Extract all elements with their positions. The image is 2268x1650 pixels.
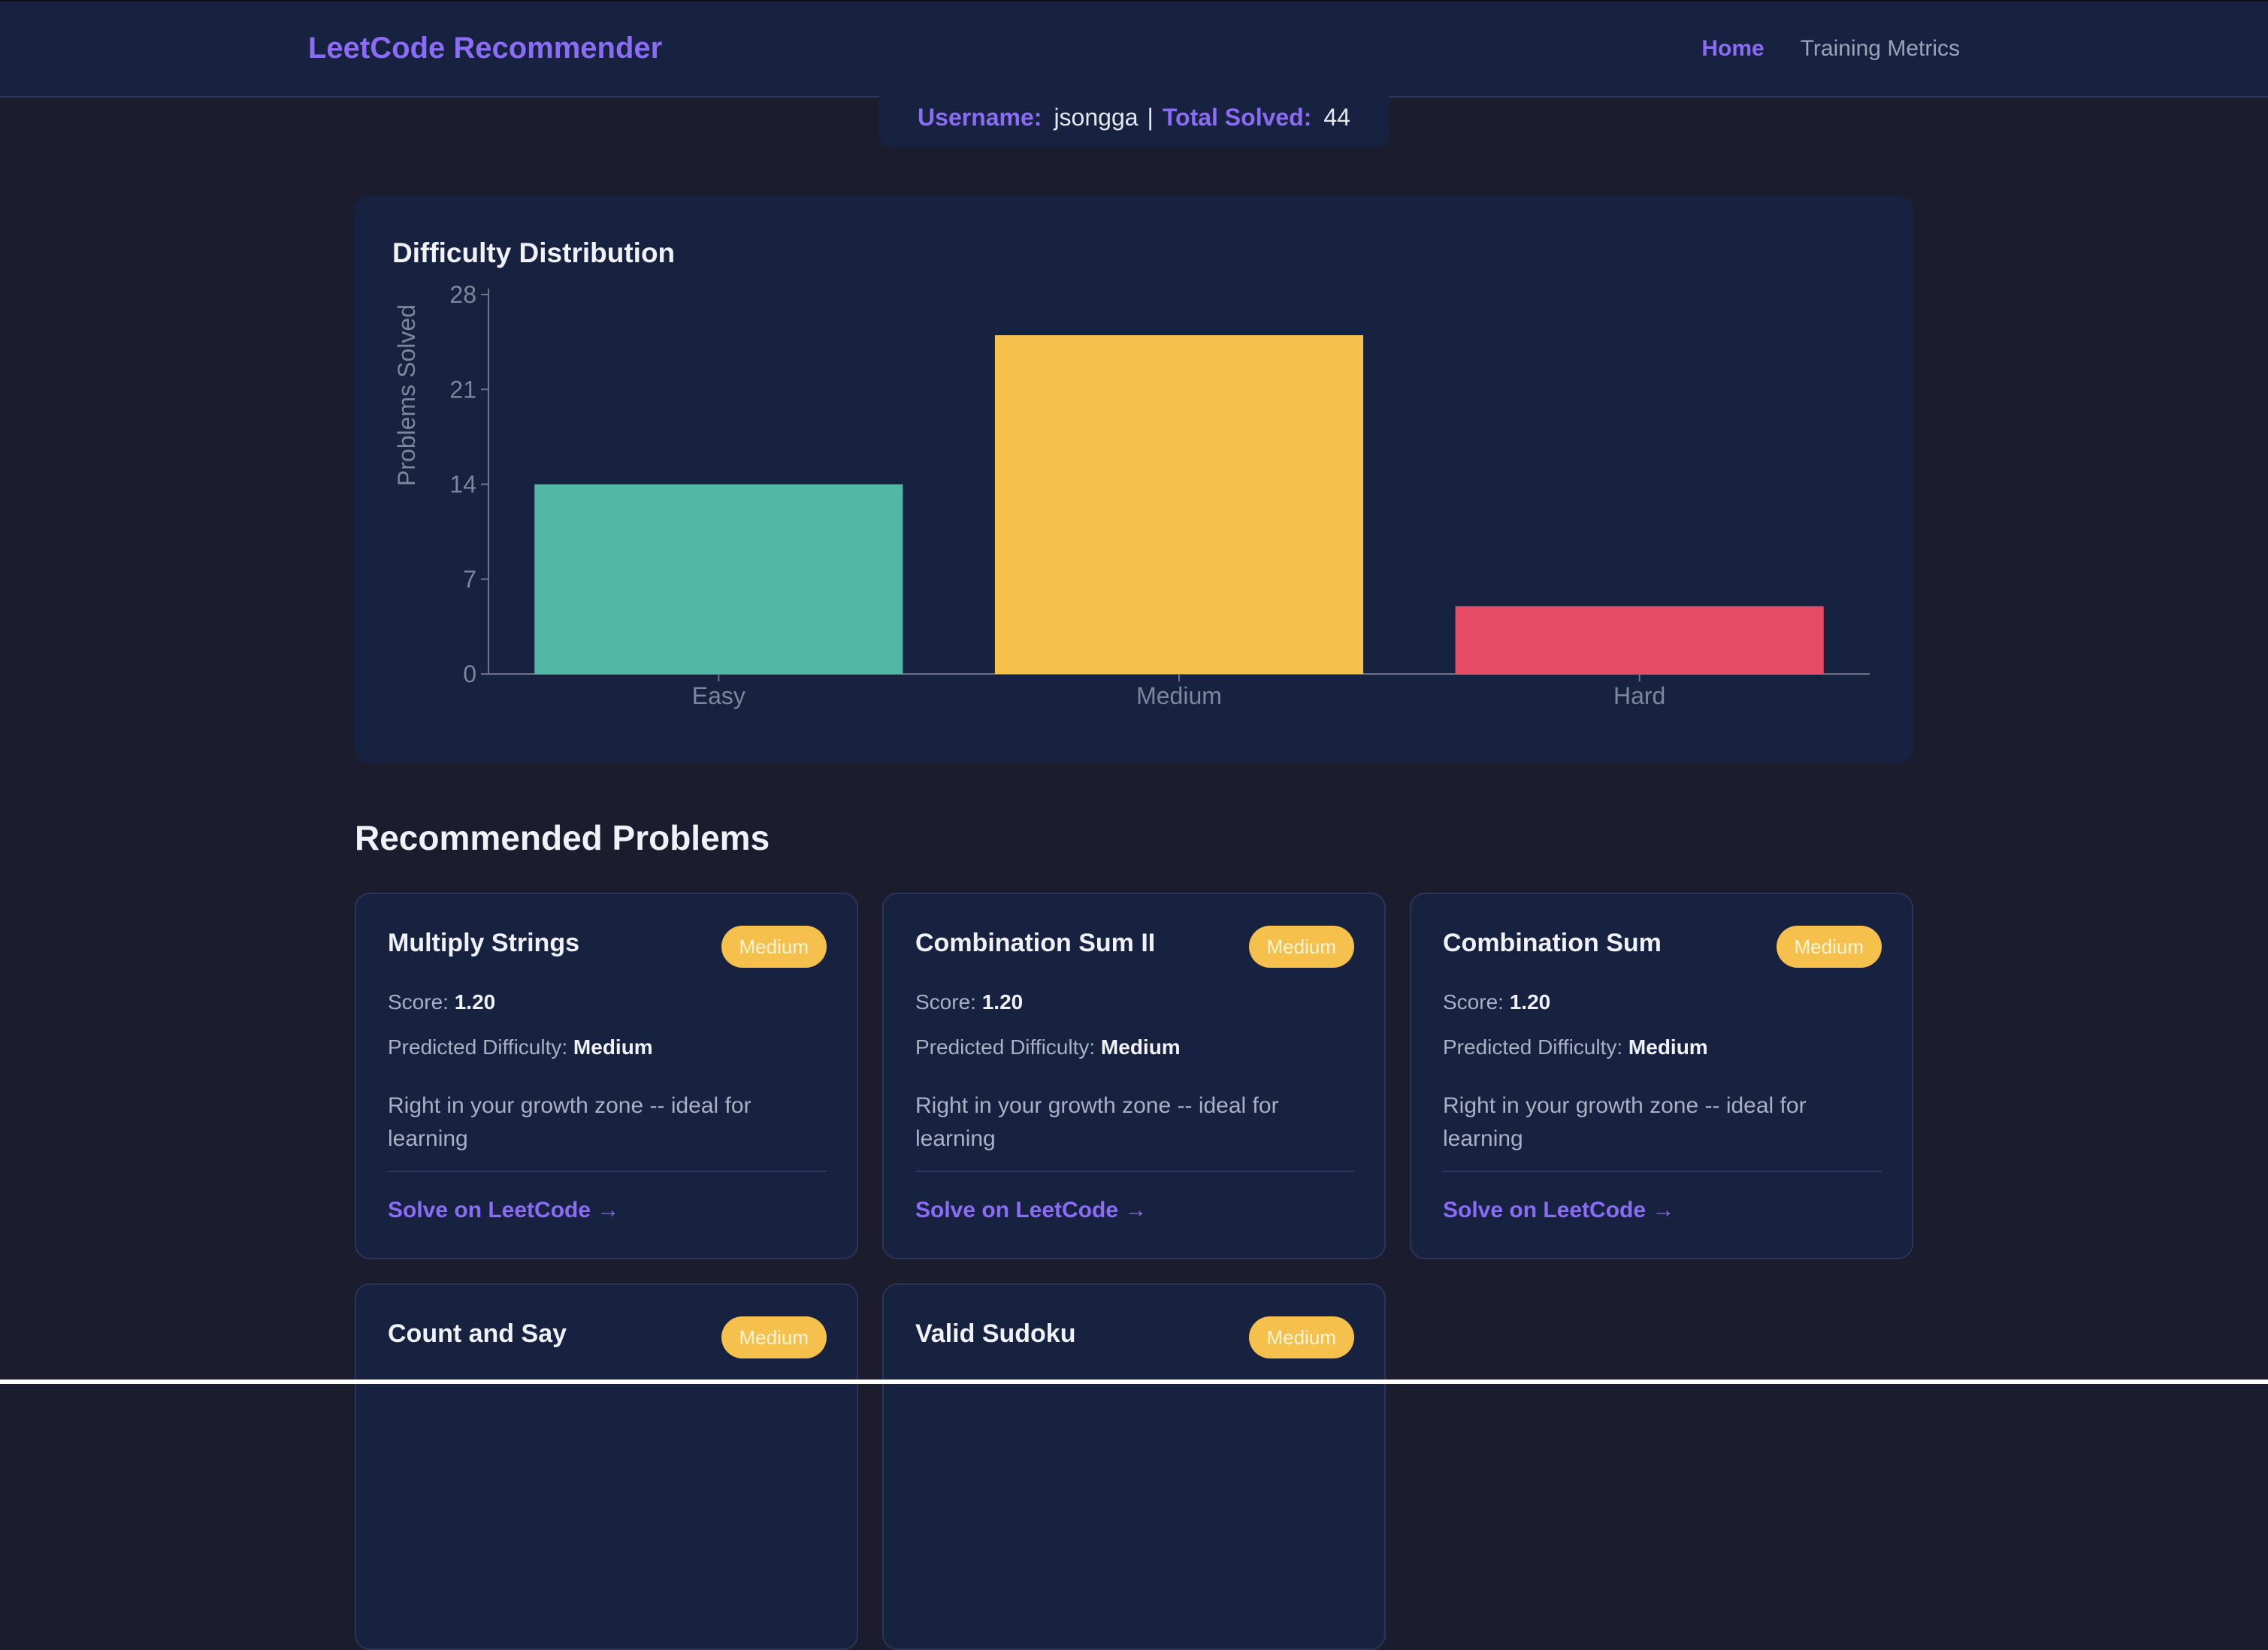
card-divider xyxy=(1443,1171,1882,1172)
problem-predicted: Predicted Difficulty: Medium xyxy=(388,1035,653,1059)
total-solved-label: Total Solved: xyxy=(1162,103,1312,131)
total-solved-value: 44 xyxy=(1323,103,1350,131)
difficulty-badge: Medium xyxy=(1776,926,1882,968)
problem-title: Valid Sudoku xyxy=(915,1319,1076,1348)
problem-score: Score: 1.20 xyxy=(915,990,1023,1014)
solve-link[interactable]: Solve on LeetCode → xyxy=(915,1198,1148,1222)
problem-card: Valid Sudoku Medium xyxy=(882,1283,1386,1650)
problem-title: Count and Say xyxy=(388,1319,567,1348)
problem-card: Count and Say Medium xyxy=(355,1283,858,1650)
x-tick-label-easy: Easy xyxy=(692,682,745,709)
bar-hard xyxy=(1455,606,1824,674)
problem-description: Right in your growth zone -- ideal for l… xyxy=(1443,1093,1807,1151)
problem-card: Combination Sum Medium Score: 1.20 Predi… xyxy=(1410,893,1913,1259)
difficulty-badge: Medium xyxy=(1248,1316,1354,1358)
problem-title: Combination Sum xyxy=(1443,929,1662,957)
predicted-label: Predicted Difficulty: xyxy=(388,1035,568,1059)
predicted-label: Predicted Difficulty: xyxy=(915,1035,1096,1059)
summary-separator: | xyxy=(1147,103,1154,131)
solve-link[interactable]: Solve on LeetCode → xyxy=(1443,1198,1675,1222)
predicted-value: Medium xyxy=(1628,1035,1708,1059)
y-tick-label: 7 xyxy=(463,566,476,593)
problem-description: Right in your growth zone -- ideal for l… xyxy=(388,1093,751,1151)
problem-card: Combination Sum II Medium Score: 1.20 Pr… xyxy=(882,893,1386,1259)
score-value: 1.20 xyxy=(1509,990,1551,1014)
viewport-bottom-edge xyxy=(0,1380,2268,1384)
problem-predicted: Predicted Difficulty: Medium xyxy=(915,1035,1181,1059)
recommended-section-title: Recommended Problems xyxy=(355,818,770,857)
problem-predicted: Predicted Difficulty: Medium xyxy=(1443,1035,1708,1059)
difficulty-bar-chart: 0 7 14 21 28 Easy Medium Hard Problems Solved xyxy=(393,281,1870,709)
chart-title: Difficulty Distribution xyxy=(392,237,676,268)
predicted-label: Predicted Difficulty: xyxy=(1443,1035,1623,1059)
username-label: Username: xyxy=(918,103,1042,131)
x-tick-label-hard: Hard xyxy=(1613,682,1665,709)
difficulty-badge: Medium xyxy=(721,926,827,968)
difficulty-chart-card: Difficulty Distribution 0 7 14 21 28 Easy Medi… xyxy=(355,195,1913,763)
user-summary: Username: jsongga | Total Solved: 44 xyxy=(879,83,1389,147)
y-tick-label: 28 xyxy=(449,281,476,308)
brand-logo[interactable]: LeetCode Recommender xyxy=(308,32,663,65)
problem-description: Right in your growth zone -- ideal for l… xyxy=(915,1093,1279,1151)
score-label: Score: xyxy=(1443,990,1504,1014)
top-navbar: LeetCode Recommender Home Training Metri… xyxy=(0,0,2268,98)
problem-score: Score: 1.20 xyxy=(388,990,495,1014)
problem-title: Multiply Strings xyxy=(388,929,579,957)
difficulty-badge: Medium xyxy=(1248,926,1354,968)
y-axis-title: Problems Solved xyxy=(393,304,420,486)
y-tick-label: 21 xyxy=(449,376,476,403)
y-tick-label: 0 xyxy=(463,660,476,688)
username-value: jsongga xyxy=(1054,103,1139,131)
score-value: 1.20 xyxy=(981,990,1024,1014)
bar-medium xyxy=(994,335,1364,674)
card-divider xyxy=(915,1171,1354,1172)
score-label: Score: xyxy=(388,990,449,1014)
score-label: Score: xyxy=(915,990,976,1014)
predicted-value: Medium xyxy=(1100,1035,1181,1059)
problem-score: Score: 1.20 xyxy=(1443,990,1550,1014)
solve-link[interactable]: Solve on LeetCode → xyxy=(388,1198,620,1222)
nav-link-training-metrics[interactable]: Training Metrics xyxy=(1800,36,1960,61)
score-value: 1.20 xyxy=(454,990,496,1014)
bar-easy xyxy=(534,484,903,674)
x-tick-label-medium: Medium xyxy=(1136,682,1222,709)
nav-link-home[interactable]: Home xyxy=(1701,36,1765,61)
nav-links: Home Training Metrics xyxy=(1701,36,1960,62)
difficulty-badge: Medium xyxy=(721,1316,827,1358)
predicted-value: Medium xyxy=(573,1035,653,1059)
y-tick-label: 14 xyxy=(449,471,476,498)
problem-card: Multiply Strings Medium Score: 1.20 Pred… xyxy=(355,893,858,1259)
problem-title: Combination Sum II xyxy=(915,929,1156,957)
card-divider xyxy=(388,1171,827,1172)
